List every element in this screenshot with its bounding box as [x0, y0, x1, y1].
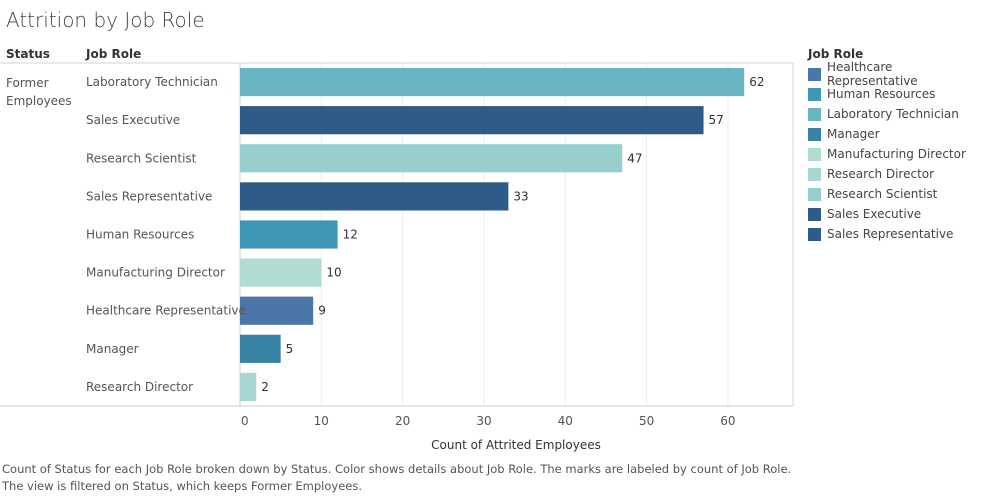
caption-line-1: Count of Status for each Job Role broken…: [2, 462, 792, 476]
bar: [240, 144, 623, 173]
data-label: 47: [627, 151, 642, 165]
legend-item: Human Resources: [808, 84, 984, 104]
category-label: Healthcare Representative: [86, 304, 246, 318]
bar: [240, 334, 281, 363]
x-tick-label: 0: [241, 414, 249, 428]
category-label: Laboratory Technician: [86, 75, 218, 89]
data-label: 62: [749, 75, 764, 89]
legend-swatch: [808, 227, 821, 241]
category-label: Manager: [86, 342, 139, 356]
category-label: Manufacturing Director: [86, 266, 225, 280]
legend-swatch: [808, 147, 821, 161]
x-axis-title: Count of Attrited Employees: [431, 438, 601, 452]
legend-swatch: [808, 167, 821, 181]
bar-chart: Laboratory Technician 62 Sales Executive 57…: [0, 62, 794, 452]
data-label: 9: [318, 304, 326, 318]
page-title: Attrition by Job Role: [6, 8, 205, 32]
legend-swatch: [808, 127, 821, 141]
legend-label: Healthcare Representative: [827, 60, 918, 88]
chart-caption: Count of Status for each Job Role broken…: [2, 461, 962, 495]
legend-title: Job Role: [808, 47, 864, 61]
data-label: 2: [261, 380, 269, 394]
data-label: 10: [326, 266, 341, 280]
bar: [240, 296, 314, 325]
job-role-column-header: Job Role: [86, 47, 142, 61]
legend-label: Human Resources: [827, 87, 936, 101]
legend-swatch: [808, 87, 821, 101]
legend-item: Laboratory Technician: [808, 104, 984, 124]
legend-item: Research Scientist: [808, 184, 984, 204]
category-label: Research Director: [86, 380, 193, 394]
legend-swatch: [808, 187, 821, 201]
legend-item: Sales Executive: [808, 204, 984, 224]
legend: Healthcare Representative Human Resources…: [808, 60, 984, 244]
data-label: 5: [286, 342, 294, 356]
legend-item: Healthcare Representative: [808, 60, 984, 88]
x-tick-label: 60: [720, 414, 735, 428]
legend-label: Research Scientist: [827, 187, 938, 201]
legend-swatch: [808, 207, 821, 221]
bar: [240, 220, 338, 249]
bar: [240, 372, 257, 402]
category-label: Sales Executive: [86, 113, 180, 127]
category-label: Human Resources: [86, 228, 194, 242]
legend-label: Sales Representative: [827, 227, 954, 241]
legend-item: Sales Representative: [808, 224, 984, 244]
x-tick-label: 10: [314, 414, 329, 428]
caption-line-2: The view is filtered on Status, which ke…: [2, 479, 363, 493]
x-tick-label: 30: [476, 414, 491, 428]
legend-label: Sales Executive: [827, 207, 922, 221]
data-label: 57: [709, 113, 724, 127]
status-column-header: Status: [6, 47, 50, 61]
data-label: 12: [343, 228, 358, 242]
bar: [240, 67, 745, 97]
bar: [240, 258, 322, 287]
data-label: 33: [513, 189, 528, 203]
legend-swatch: [808, 67, 821, 81]
bar: [240, 106, 704, 135]
bar: [240, 182, 509, 211]
legend-label: Manager: [827, 127, 880, 141]
legend-item: Manufacturing Director: [808, 144, 984, 164]
legend-label: Research Director: [827, 167, 935, 181]
category-label: Research Scientist: [86, 151, 197, 165]
legend-swatch: [808, 107, 821, 121]
category-label: Sales Representative: [86, 189, 212, 203]
x-tick-label: 20: [395, 414, 410, 428]
x-tick-label: 40: [558, 414, 573, 428]
legend-item: Manager: [808, 124, 984, 144]
x-tick-label: 50: [639, 414, 654, 428]
legend-label: Laboratory Technician: [827, 107, 959, 121]
legend-item: Research Director: [808, 164, 984, 184]
legend-label: Manufacturing Director: [827, 147, 966, 161]
status-value: Former Employees: [6, 76, 72, 108]
